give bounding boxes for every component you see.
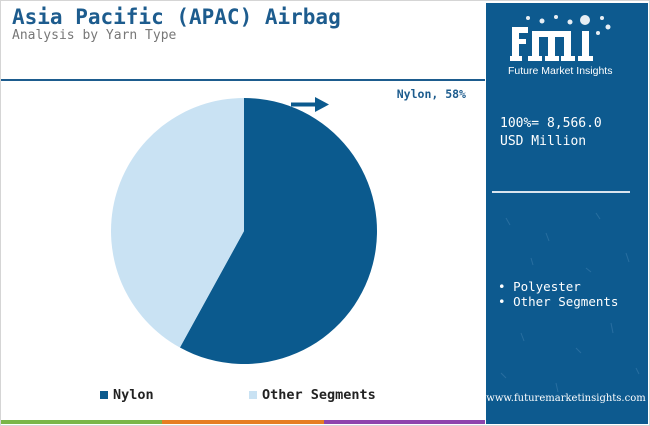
header-divider [1, 79, 485, 81]
brand-bar-green [1, 420, 163, 424]
legend-item-nylon: Nylon [100, 387, 154, 403]
segment-item-other: Other Segments [498, 294, 618, 309]
nylon-callout-arrow [291, 97, 329, 112]
legend-swatch-other-segments [249, 391, 257, 399]
legend-label-other-segments: Other Segments [262, 387, 376, 403]
pie-chart: Nylon, 58% [111, 87, 466, 364]
brand-sidebar: fmi Future Market Insights 100%= 8,566.0… [486, 3, 648, 424]
pie-slice-nylon [179, 98, 378, 364]
market-total-unit: USD Million [500, 134, 587, 149]
brand-bar-orange [162, 420, 324, 424]
market-total: 100%= 8,566.0 USD Million [500, 115, 602, 151]
logo-text: fmi [508, 13, 531, 17]
legend-swatch-nylon [100, 391, 108, 399]
sidebar-divider [492, 191, 630, 193]
market-total-value: 100%= 8,566.0 [500, 116, 602, 131]
legend-item-other-segments: Other Segments [249, 387, 376, 403]
sidebar-texture [500, 212, 640, 393]
legend-label-nylon: Nylon [113, 387, 154, 403]
segment-item-polyester: Polyester [498, 279, 618, 294]
segment-list: Polyester Other Segments [498, 279, 618, 309]
pie-slice-other-segments [111, 98, 244, 348]
brand-color-bar [1, 420, 485, 424]
pie-slices [111, 98, 378, 364]
brand-bar-purple [323, 420, 485, 424]
fmi-logo: fmi [508, 13, 611, 61]
logo-caption: Future Market Insights [508, 65, 613, 77]
page-subtitle: Analysis by Yarn Type [12, 28, 177, 43]
page-title: Asia Pacific (APAC) Airbag [12, 5, 341, 29]
nylon-slice-label: Nylon, 58% [397, 87, 466, 101]
website-url: www.futuremarketinsights.com [486, 393, 646, 404]
